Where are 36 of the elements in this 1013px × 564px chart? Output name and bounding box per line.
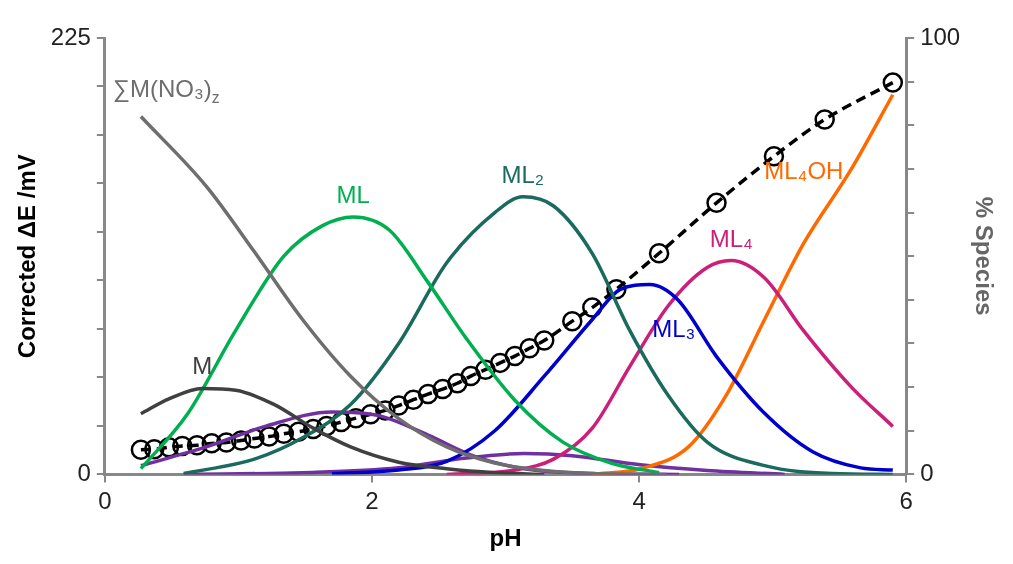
point bbox=[432, 378, 453, 400]
y2-tick-label: 0 bbox=[920, 459, 934, 487]
x-tick-label: 0 bbox=[98, 487, 112, 515]
series-label: ML₂ bbox=[501, 160, 545, 188]
line-series bbox=[444, 258, 895, 475]
point bbox=[814, 109, 835, 130]
point bbox=[706, 192, 727, 214]
series-label: ML₄OH bbox=[764, 156, 844, 184]
series-label: M bbox=[192, 352, 213, 380]
point bbox=[417, 383, 439, 405]
y2-axis-title: % Species bbox=[970, 196, 998, 316]
series-label: ML₄ bbox=[709, 224, 753, 252]
point bbox=[533, 330, 555, 351]
point bbox=[130, 439, 152, 461]
x-tick-label: 2 bbox=[365, 487, 379, 515]
x-tick-label: 4 bbox=[632, 487, 646, 515]
point bbox=[273, 423, 295, 444]
series-label: ML₃ bbox=[652, 314, 696, 342]
x-tick-label: 6 bbox=[899, 487, 913, 515]
point bbox=[460, 365, 482, 387]
y-tick-label: 225 bbox=[50, 22, 91, 50]
point bbox=[562, 310, 583, 332]
y2-tick-label: 100 bbox=[920, 22, 961, 50]
point bbox=[403, 389, 424, 410]
point bbox=[648, 243, 670, 264]
point bbox=[447, 372, 468, 394]
point bbox=[882, 72, 904, 93]
point bbox=[504, 345, 526, 367]
x-axis-title: pH bbox=[489, 524, 522, 552]
point bbox=[489, 352, 511, 374]
point bbox=[519, 338, 540, 359]
y-axis-title: Corrected ΔE /mV bbox=[13, 154, 41, 359]
line-series bbox=[139, 386, 546, 475]
point bbox=[388, 395, 409, 416]
point bbox=[258, 426, 280, 447]
series-label: ML bbox=[336, 180, 370, 208]
